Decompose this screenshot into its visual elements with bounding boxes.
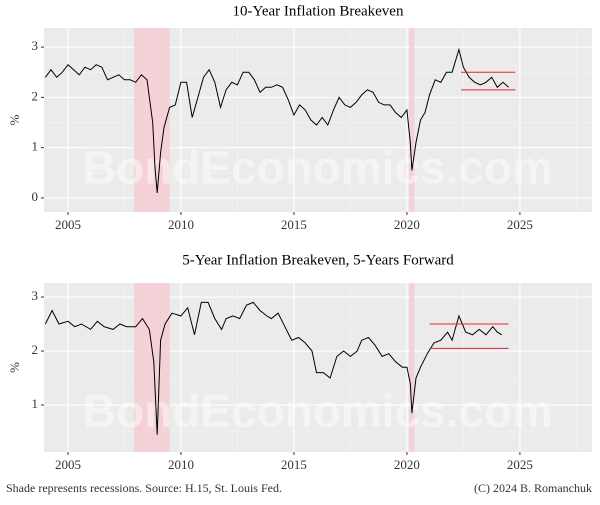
data-line [44, 301, 503, 435]
y-tick-label: 1 [32, 396, 39, 411]
x-tick-label: 2025 [507, 217, 533, 232]
x-tick-label: 2015 [281, 457, 307, 472]
recession-shade [409, 283, 415, 452]
recession-shade [133, 283, 170, 452]
x-tick-label: 2025 [507, 457, 533, 472]
y-tick-label: 1 [32, 139, 39, 154]
x-tick-label: 2020 [394, 457, 420, 472]
y-tick-label: 3 [32, 38, 39, 53]
x-tick-label: 2020 [394, 217, 420, 232]
recession-shade [133, 28, 170, 212]
y-tick-label: 3 [32, 288, 39, 303]
y-axis-label: % [7, 114, 22, 125]
x-tick-label: 2005 [55, 457, 81, 472]
x-tick-label: 2010 [168, 217, 194, 232]
chart-title: 5-Year Inflation Breakeven, 5-Years Forw… [182, 252, 454, 268]
y-tick-label: 2 [32, 342, 39, 357]
x-tick-label: 2010 [168, 457, 194, 472]
chart-title: 10-Year Inflation Breakeven [233, 3, 404, 19]
watermark: BondEconomics.com [83, 142, 553, 194]
watermark: BondEconomics.com [83, 385, 553, 437]
footer-note: Shade represents recessions. Source: H.1… [6, 481, 282, 495]
y-tick-label: 0 [32, 189, 39, 204]
recession-shade [409, 28, 415, 212]
x-tick-label: 2015 [281, 217, 307, 232]
y-axis-label: % [7, 362, 22, 373]
x-tick-label: 2005 [55, 217, 81, 232]
footer-credit: (C) 2024 B. Romanchuk [474, 481, 592, 495]
data-line [44, 47, 509, 193]
y-tick-label: 2 [32, 88, 39, 103]
